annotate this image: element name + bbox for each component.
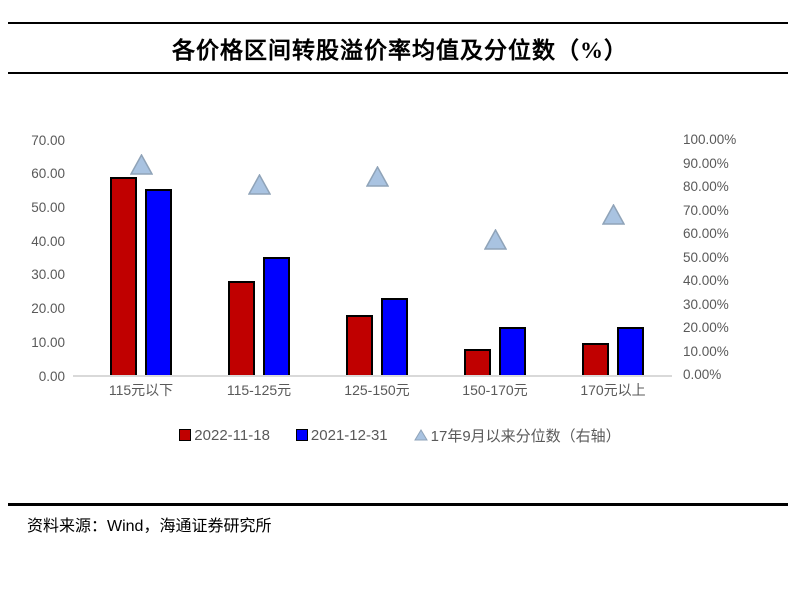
legend-item-2021: 2021-12-31 [295, 426, 388, 444]
title-top-rule [8, 22, 788, 24]
left-axis-tick: 70.00 [31, 132, 65, 148]
right-axis-tick: 80.00% [683, 179, 729, 194]
bar-2022-11-18 [582, 343, 609, 375]
bar-2021-12-31 [617, 327, 644, 375]
bar-2021-12-31 [381, 298, 408, 375]
legend-label: 2022-11-18 [194, 426, 270, 444]
bar-2021-12-31 [263, 257, 290, 375]
chart-legend: 2022-11-18 2021-12-31 17年9月以来分位数（右轴） [0, 423, 800, 447]
legend-item-percentile: 17年9月以来分位数（右轴） [413, 425, 621, 446]
right-axis-tick: 10.00% [683, 343, 729, 359]
legend-label: 17年9月以来分位数（右轴） [430, 427, 621, 445]
percentile-triangle-icon [129, 153, 153, 180]
percentile-triangle-icon [247, 173, 271, 200]
category-label: 115元以下 [108, 382, 174, 398]
right-axis-tick: 60.00% [683, 226, 729, 241]
source-attribution: 资料来源：Wind，海通证券研究所 [27, 518, 272, 535]
percentile-triangle-icon [365, 165, 389, 192]
footer-rule [8, 503, 788, 506]
right-axis-tick: 30.00% [683, 296, 729, 312]
right-axis-tick: 90.00% [683, 155, 729, 171]
right-axis-tick: 40.00% [683, 273, 729, 288]
category-label: 150-170元 [462, 382, 528, 398]
left-axis-tick: 60.00 [31, 166, 65, 182]
bar-2021-12-31 [499, 327, 526, 375]
left-axis-tick: 50.00 [31, 199, 65, 215]
category-label: 170元以上 [580, 382, 646, 398]
left-axis-tick: 30.00 [31, 267, 65, 283]
left-axis-tick: 20.00 [31, 301, 65, 317]
title-bottom-rule [8, 72, 788, 74]
percentile-triangle-icon [483, 228, 507, 255]
left-axis-tick: 40.00 [31, 233, 65, 249]
legend-label: 2021-12-31 [310, 426, 388, 444]
chart-title: 各价格区间转股溢价率均值及分位数（%） [172, 38, 628, 63]
x-axis-line [73, 375, 672, 377]
bar-2022-11-18 [346, 315, 373, 375]
category-label: 125-150元 [344, 382, 410, 398]
right-axis-tick: 70.00% [683, 202, 729, 218]
bar-2021-12-31 [145, 189, 172, 375]
red-square-swatch-icon [179, 429, 192, 441]
bar-2022-11-18 [464, 349, 491, 375]
bar-2022-11-18 [110, 177, 137, 375]
right-axis-tick: 0.00% [683, 367, 722, 382]
triangle-swatch-icon [413, 429, 428, 441]
right-axis-tick: 100.00% [683, 132, 737, 147]
blue-square-swatch-icon [295, 429, 308, 441]
left-axis-tick: 0.00 [38, 368, 65, 384]
category-label: 115-125元 [226, 382, 292, 398]
percentile-triangle-icon [601, 202, 625, 230]
right-axis-tick: 50.00% [683, 249, 729, 265]
legend-item-2022: 2022-11-18 [179, 427, 270, 444]
right-axis-tick: 20.00% [683, 320, 729, 335]
bar-2022-11-18 [228, 281, 255, 375]
left-axis-tick: 10.00 [31, 334, 65, 350]
